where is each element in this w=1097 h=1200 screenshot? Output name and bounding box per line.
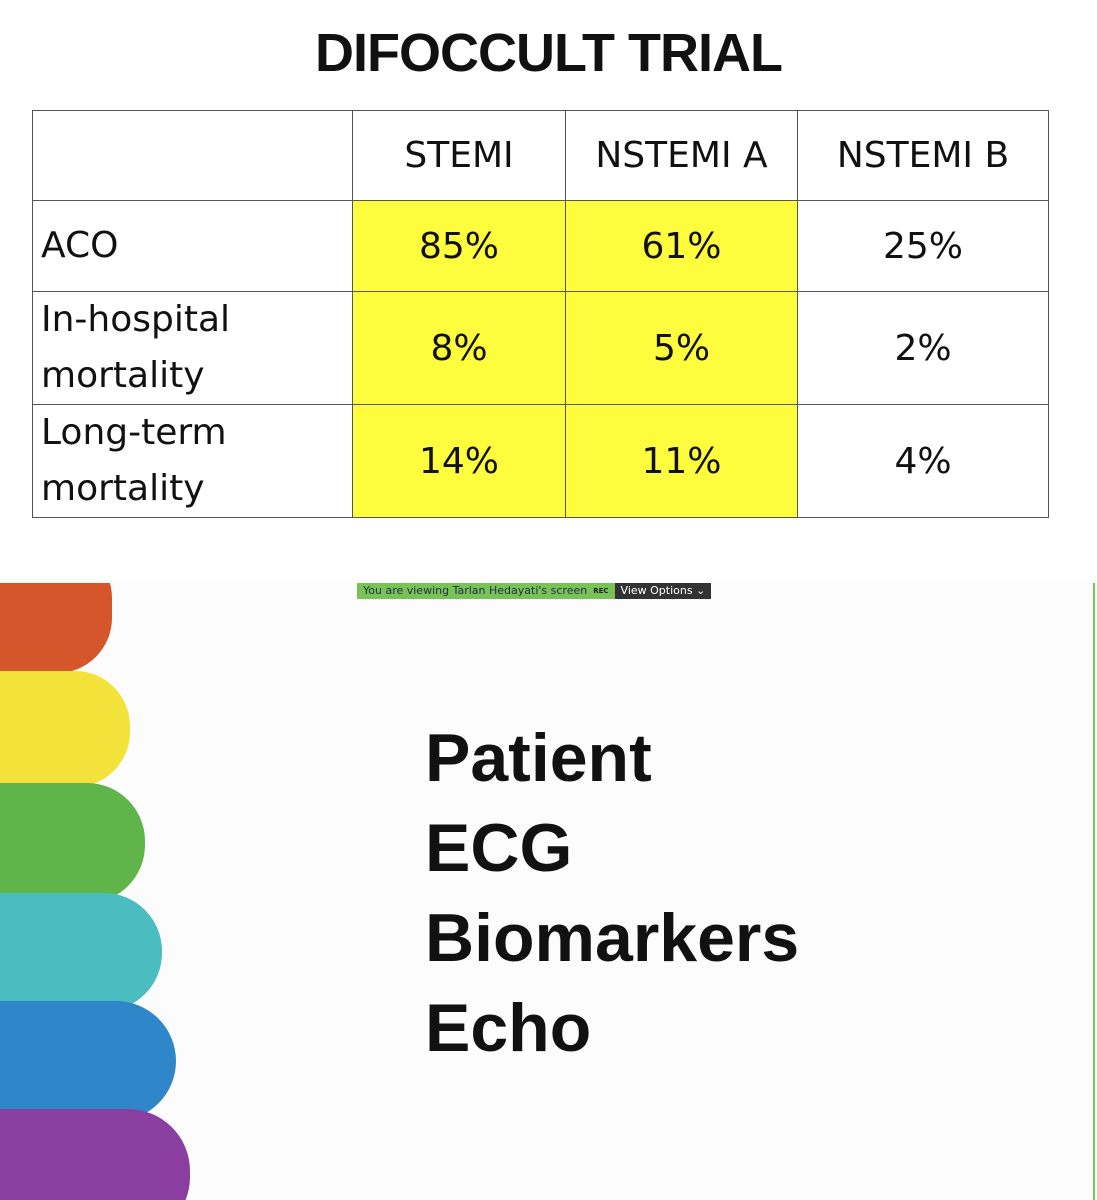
cell: 61% bbox=[565, 200, 798, 292]
view-options-label[interactable]: View Options bbox=[620, 584, 693, 597]
cell: 11% bbox=[565, 404, 798, 518]
cell: 25% bbox=[797, 200, 1049, 292]
ring bbox=[0, 1001, 176, 1121]
ring bbox=[0, 1109, 190, 1200]
cell: 85% bbox=[352, 200, 566, 292]
rings-image bbox=[0, 583, 190, 1200]
item: Patient bbox=[425, 720, 652, 796]
row-label: In-hospital mortality bbox=[32, 291, 353, 405]
header-cell: STEMI bbox=[352, 110, 566, 201]
ring bbox=[0, 783, 145, 903]
border bbox=[1093, 583, 1095, 1200]
item: ECG bbox=[425, 810, 573, 886]
view-options-button[interactable]: View Options ⌄ bbox=[614, 583, 712, 599]
share-banner: You are viewing Tarlan Hedayati's screen… bbox=[357, 583, 712, 599]
item-list: Patient ECG Biomarkers Echo bbox=[425, 713, 799, 1073]
screen-share: You are viewing Tarlan Hedayati's screen… bbox=[0, 583, 1097, 1200]
header-cell: NSTEMI A bbox=[565, 110, 798, 201]
data-table: STEMI NSTEMI A NSTEMI B ACO 85% 61% 25% … bbox=[32, 110, 1049, 518]
banner-text: You are viewing Tarlan Hedayati's screen bbox=[363, 584, 588, 597]
rec-indicator: REC bbox=[593, 587, 609, 595]
slide-title: DIFOCCULT TRIAL bbox=[315, 23, 783, 83]
cell: 4% bbox=[797, 404, 1049, 518]
banner-status: You are viewing Tarlan Hedayati's screen… bbox=[357, 583, 615, 599]
row-label: Long-term mortality bbox=[32, 404, 353, 518]
cell: 2% bbox=[797, 291, 1049, 405]
header-cell bbox=[32, 110, 353, 201]
item: Echo bbox=[425, 990, 592, 1066]
item: Biomarkers bbox=[425, 900, 800, 976]
cell: 8% bbox=[352, 291, 566, 405]
cell: 14% bbox=[352, 404, 566, 518]
header-cell: NSTEMI B bbox=[797, 110, 1049, 201]
ring bbox=[0, 893, 162, 1011]
ring bbox=[0, 671, 130, 787]
ring bbox=[0, 583, 112, 673]
cell: 5% bbox=[565, 291, 798, 405]
row-label: ACO bbox=[32, 200, 353, 292]
